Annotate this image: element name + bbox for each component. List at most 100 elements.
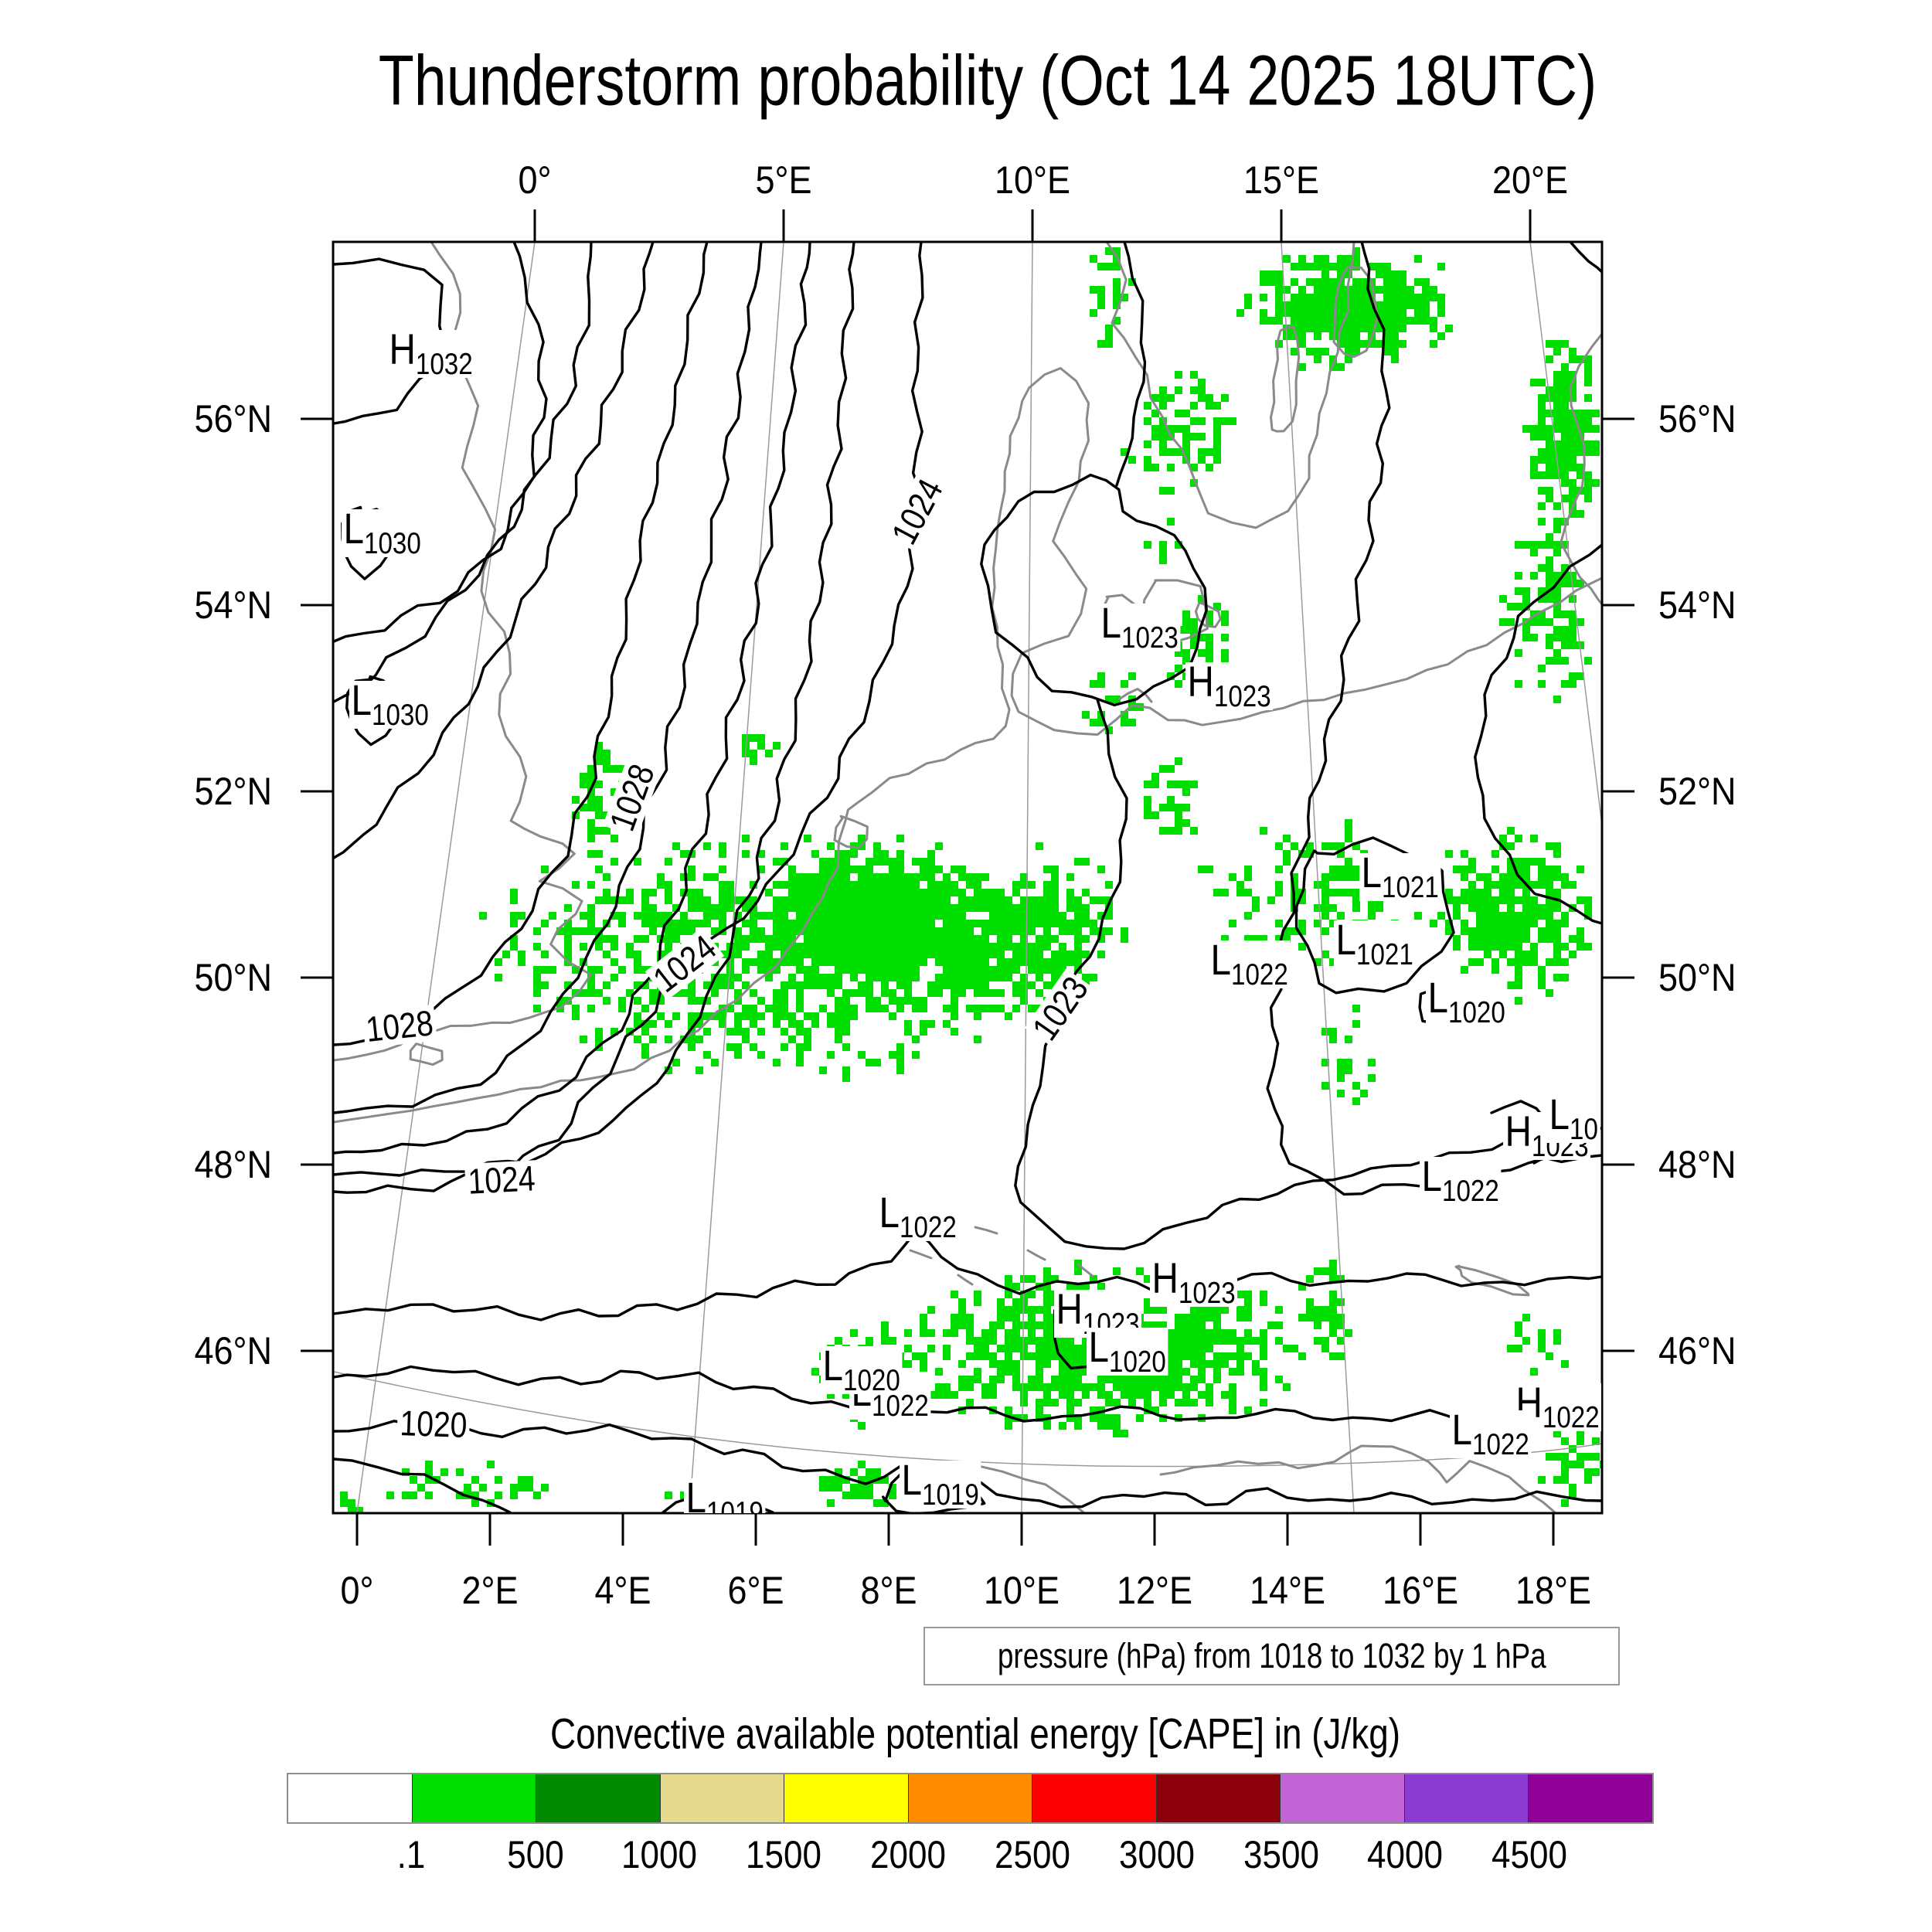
pressure-legend-box: pressure (hPa) from 1018 to 1032 by 1 hP… xyxy=(923,1627,1620,1685)
pressure-center-value: 1019 xyxy=(922,1478,979,1512)
lon-label-bottom: 8°E xyxy=(860,1569,917,1612)
pressure-center-letter: L xyxy=(1335,914,1357,964)
pressure-center-value: 1022 xyxy=(872,1389,929,1423)
colorbar-tick-label: 3500 xyxy=(1243,1833,1319,1876)
isobar xyxy=(333,242,763,1114)
lat-label-left: 50°N xyxy=(194,956,272,999)
pressure-center-l: L1030 xyxy=(342,506,423,560)
isobar-label: 1024 xyxy=(464,1158,539,1202)
coastline xyxy=(1077,1263,1095,1278)
colorbar-tick-label: 3000 xyxy=(1118,1833,1195,1876)
colorbar-segment-5 xyxy=(907,1774,1032,1822)
pressure-legend-text: pressure (hPa) from 1018 to 1032 by 1 hP… xyxy=(997,1636,1546,1675)
colorbar-tick-label: 4000 xyxy=(1367,1833,1444,1876)
pressure-center-letter: L xyxy=(901,1454,923,1504)
pressure-center-l: L1020 xyxy=(1426,975,1508,1028)
figure-title: Thunderstorm probability (Oct 14 2025 18… xyxy=(245,41,1731,122)
pressure-center-value: 1023 xyxy=(1121,621,1179,655)
isobar xyxy=(980,473,1208,707)
coastline xyxy=(1026,1249,1046,1261)
isobar-label: 1028 xyxy=(361,1002,438,1049)
isobar xyxy=(333,242,593,703)
pressure-center-value: 1021 xyxy=(1356,937,1413,971)
isobar xyxy=(1474,543,1602,925)
coastline xyxy=(1332,265,1379,359)
coastline xyxy=(1194,601,1222,628)
pressure-center-letter: L xyxy=(1361,847,1383,896)
colorbar-tick-label: 2000 xyxy=(870,1833,947,1876)
pressure-center-value: 1020 xyxy=(1109,1345,1166,1379)
pressure-center-h: H1023 xyxy=(1150,1256,1238,1310)
pressure-center-letter: L xyxy=(822,1340,844,1389)
pressure-center-l: L1021 xyxy=(1359,850,1441,903)
pressure-center-value: 1032 xyxy=(415,347,473,381)
pressure-center-value: 1030 xyxy=(364,526,421,560)
coastline xyxy=(909,1249,933,1260)
axis-ticks xyxy=(301,209,1634,1546)
pressure-center-letter: L xyxy=(1451,1404,1473,1454)
colorbar-tick-label: .1 xyxy=(396,1833,426,1876)
colorbar-title: Convective available potential energy [C… xyxy=(457,1709,1494,1759)
lon-label-bottom: 14°E xyxy=(1249,1569,1326,1612)
pressure-center-letter: H xyxy=(1505,1106,1532,1155)
isobar xyxy=(333,242,709,1046)
graticule-line xyxy=(1529,242,1602,826)
pressure-center-value: 1022 xyxy=(1442,1174,1499,1208)
pressure-center-h: H1023 xyxy=(1185,659,1274,713)
lon-label-top: 10°E xyxy=(994,158,1071,202)
pressure-center-l: L1021 xyxy=(1334,917,1416,971)
pressure-center-value: 1023 xyxy=(1178,1276,1236,1310)
pressure-center-letter: L xyxy=(1210,934,1232,984)
lat-label-left: 46°N xyxy=(194,1329,272,1372)
isobar xyxy=(333,1365,1602,1427)
coastline xyxy=(333,367,1602,1124)
lon-label-bottom: 2°E xyxy=(461,1569,519,1612)
lon-label-bottom: 12°E xyxy=(1116,1569,1193,1612)
pressure-center-l: L1019 xyxy=(900,1458,981,1512)
coastline xyxy=(974,1226,998,1235)
isobar xyxy=(1266,242,1602,1196)
graticule-line xyxy=(1021,242,1033,1513)
colorbar-segment-1 xyxy=(411,1774,536,1822)
colorbar-segment-8 xyxy=(1280,1774,1404,1822)
isobar xyxy=(1294,836,1455,995)
colorbar xyxy=(287,1773,1654,1824)
colorbar-tick-label: 1000 xyxy=(621,1833,698,1876)
pressure-center-letter: H xyxy=(1151,1253,1179,1302)
lon-label-bottom: 16°E xyxy=(1382,1569,1459,1612)
coastline xyxy=(1117,688,1153,703)
graticule-line xyxy=(356,242,536,1513)
colorbar-segment-2 xyxy=(536,1774,660,1822)
pressure-center-letter: L xyxy=(1427,972,1449,1022)
colorbar-tick-label: 4500 xyxy=(1492,1833,1568,1876)
pressure-center-letter: H xyxy=(1056,1284,1083,1333)
pressure-center-letter: L xyxy=(1549,1089,1570,1138)
pressure-center-l: L1022 xyxy=(849,1369,931,1423)
coastline xyxy=(1159,1444,1556,1513)
pressure-center-value: 1022 xyxy=(1542,1400,1600,1434)
pressure-center-value: 1020 xyxy=(843,1363,900,1397)
lat-label-right: 54°N xyxy=(1658,583,1736,627)
lat-label-right: 52°N xyxy=(1658,770,1736,813)
map-interior xyxy=(333,242,1602,1513)
coastline xyxy=(333,242,593,1062)
lat-label-right: 56°N xyxy=(1658,397,1736,440)
lon-label-bottom: 4°E xyxy=(594,1569,651,1612)
isobar xyxy=(333,242,655,859)
pressure-center-l: L1022 xyxy=(877,1190,959,1243)
isobar-label: 1028 xyxy=(601,757,662,838)
coastline xyxy=(1560,332,1602,606)
lat-label-left: 56°N xyxy=(194,397,272,440)
pressure-center-value: 1023 xyxy=(1213,679,1271,713)
pressure-center-value: 1019 xyxy=(706,1495,764,1513)
isobar xyxy=(333,1230,1602,1321)
pressure-center-l: L1019 xyxy=(684,1475,766,1513)
isobar xyxy=(1115,242,1147,487)
pressure-center-l: L10 xyxy=(1547,1092,1600,1145)
pressure-center-l: L1023 xyxy=(1099,600,1181,653)
graticule-line xyxy=(1281,242,1355,1513)
pressure-center-letter: L xyxy=(343,503,365,553)
coastline xyxy=(833,815,869,849)
lon-label-bottom: 18°E xyxy=(1515,1569,1592,1612)
